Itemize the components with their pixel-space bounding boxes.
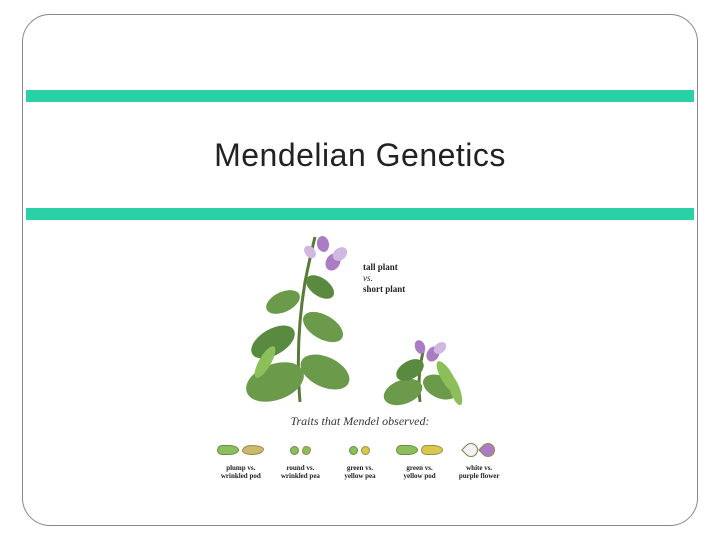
- plant-illustration: tall plant vs. short plant: [205, 222, 515, 410]
- trait-green-yellow-pod: green vs. yellow pod: [392, 437, 448, 480]
- trait-label-bottom: purple flower: [459, 472, 500, 480]
- pea-icon: [361, 446, 370, 455]
- plants-svg: [205, 222, 515, 410]
- flower-icon: [478, 440, 498, 460]
- trait-shapes: [217, 437, 264, 463]
- pea-icon: [302, 446, 311, 455]
- traits-row: plump vs. wrinkled pod round vs. wrinkle…: [205, 437, 515, 480]
- trait-label: plump vs. wrinkled pod: [221, 465, 261, 480]
- trait-label-bottom: yellow pea: [344, 472, 375, 480]
- pod-icon: [421, 445, 443, 455]
- trait-white-purple-flower: white vs. purple flower: [451, 437, 507, 480]
- label-vs: vs.: [363, 273, 405, 284]
- pea-icon: [349, 446, 358, 455]
- trait-label-bottom: wrinkled pod: [221, 472, 261, 480]
- trait-shapes: [349, 437, 370, 463]
- pod-icon: [396, 445, 418, 455]
- label-tall: tall plant: [363, 262, 398, 272]
- slide-title: Mendelian Genetics: [214, 137, 506, 174]
- trait-label: round vs. wrinkled pea: [281, 465, 320, 480]
- trait-label: green vs. yellow pod: [404, 465, 436, 480]
- pea-icon: [290, 446, 299, 455]
- trait-label-bottom: wrinkled pea: [281, 472, 320, 480]
- trait-shapes: [290, 437, 311, 463]
- trait-shapes: [464, 437, 495, 463]
- trait-green-yellow-pea: green vs. yellow pea: [332, 437, 388, 480]
- trait-label-bottom: yellow pod: [404, 472, 436, 480]
- tall-vs-short-label: tall plant vs. short plant: [363, 262, 405, 294]
- trait-plump-wrinkled-pod: plump vs. wrinkled pod: [213, 437, 269, 480]
- label-short: short plant: [363, 284, 405, 294]
- pod-icon: [242, 445, 264, 455]
- trait-shapes: [396, 437, 443, 463]
- trait-label: green vs. yellow pea: [344, 465, 375, 480]
- trait-round-wrinkled-pea: round vs. wrinkled pea: [272, 437, 328, 480]
- trait-label: white vs. purple flower: [459, 465, 500, 480]
- mendel-figure: tall plant vs. short plant Traits that M…: [205, 222, 515, 507]
- figure-caption: Traits that Mendel observed:: [205, 414, 515, 429]
- title-band-inner: Mendelian Genetics: [26, 102, 694, 208]
- pod-icon: [217, 445, 239, 455]
